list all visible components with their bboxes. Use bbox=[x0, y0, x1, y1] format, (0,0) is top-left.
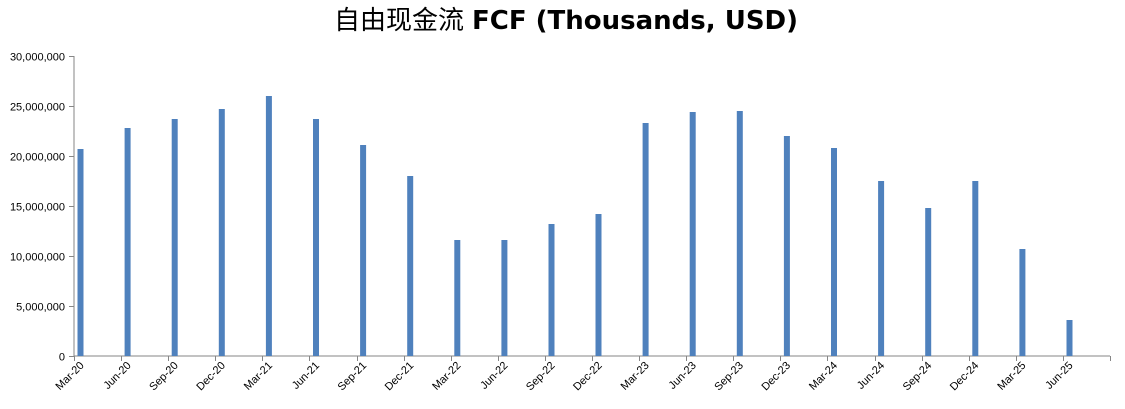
x-tick-label: Sep-24 bbox=[901, 360, 935, 394]
y-tick-label: 25,000,000 bbox=[10, 102, 65, 114]
bar bbox=[642, 123, 649, 356]
x-tick-label: Jun-24 bbox=[855, 360, 887, 392]
x-tick-label: Sep-21 bbox=[336, 360, 370, 394]
x-tick-label: Mar-20 bbox=[54, 360, 87, 393]
bar bbox=[1019, 249, 1026, 356]
x-tick-label: Jun-21 bbox=[290, 360, 322, 392]
bar bbox=[548, 224, 555, 356]
bar bbox=[124, 128, 131, 356]
bar bbox=[1066, 320, 1073, 356]
bar bbox=[218, 109, 225, 356]
x-tick-labels: Mar-20 Jun-20 Sep-20 Dec-20 Mar-21 Jun-21 Sep-… bbox=[54, 360, 1076, 394]
y-tick-labels: 0 5,000,000 10,000,000 15,000,000 20,000,000… bbox=[10, 52, 65, 364]
bars bbox=[77, 96, 1073, 356]
bar bbox=[595, 214, 602, 356]
bar bbox=[313, 119, 319, 356]
bar bbox=[783, 136, 790, 356]
x-tick-label: Mar-24 bbox=[807, 360, 840, 393]
bar bbox=[972, 181, 979, 356]
bar bbox=[360, 145, 367, 356]
y-tick-label: 30,000,000 bbox=[10, 52, 65, 64]
x-tick-label: Dec-21 bbox=[383, 360, 417, 394]
bar bbox=[407, 176, 414, 356]
x-tick-label: Mar-21 bbox=[242, 360, 275, 393]
bar bbox=[925, 208, 932, 356]
x-tick-label: Jun-23 bbox=[667, 360, 699, 392]
bar bbox=[831, 148, 837, 356]
x-tick-label: Sep-23 bbox=[712, 360, 746, 394]
axes bbox=[69, 56, 1111, 361]
x-tick-label: Dec-24 bbox=[948, 360, 982, 394]
bar bbox=[171, 119, 178, 356]
bar bbox=[736, 111, 743, 356]
y-tick-label: 20,000,000 bbox=[10, 152, 65, 164]
x-tick-label: Dec-23 bbox=[759, 360, 793, 394]
bar bbox=[878, 181, 885, 356]
x-tick-label: Sep-22 bbox=[524, 360, 558, 394]
bar bbox=[265, 96, 272, 356]
x-tick-label: Dec-22 bbox=[571, 360, 605, 394]
y-tick-label: 10,000,000 bbox=[10, 252, 65, 264]
x-tick-label: Mar-23 bbox=[619, 360, 652, 393]
x-tick-label: Sep-20 bbox=[147, 360, 181, 394]
x-tick-label: Jun-25 bbox=[1043, 360, 1075, 392]
x-tick-label: Mar-22 bbox=[430, 360, 463, 393]
chart-title-en: FCF (Thousands, USD) bbox=[472, 6, 798, 36]
y-tick-label: 0 bbox=[59, 352, 65, 364]
bar bbox=[454, 240, 461, 356]
bar bbox=[501, 240, 508, 356]
x-tick-label: Jun-22 bbox=[478, 360, 510, 392]
chart-title: 自由现金流 FCF (Thousands, USD) bbox=[334, 6, 798, 36]
y-tick-label: 5,000,000 bbox=[16, 302, 65, 314]
bar bbox=[689, 112, 696, 356]
x-tick-label: Dec-20 bbox=[194, 360, 228, 394]
bar bbox=[77, 149, 84, 356]
y-tick-label: 15,000,000 bbox=[10, 202, 65, 214]
chart-title-cn: 自由现金流 bbox=[334, 6, 464, 36]
x-tick-label: Jun-20 bbox=[101, 360, 133, 392]
x-tick-label: Mar-25 bbox=[995, 360, 1028, 393]
